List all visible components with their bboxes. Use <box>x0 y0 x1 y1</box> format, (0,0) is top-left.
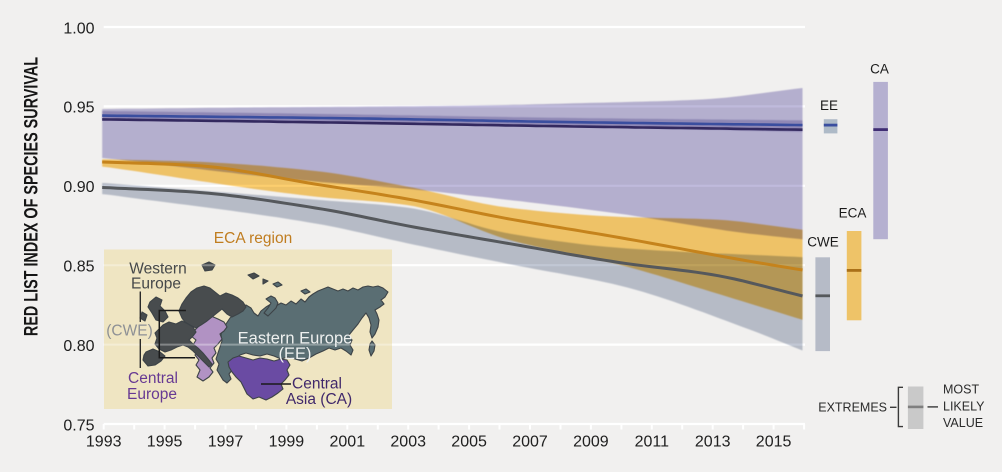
svg-text:0.80: 0.80 <box>63 338 94 355</box>
svg-text:CWE: CWE <box>807 235 839 250</box>
svg-text:1993: 1993 <box>86 434 122 451</box>
svg-text:EXTREMES: EXTREMES <box>818 400 887 414</box>
svg-text:EE: EE <box>820 98 838 113</box>
svg-text:VALUE: VALUE <box>943 416 983 430</box>
svg-text:MOST: MOST <box>943 382 979 396</box>
svg-text:(CWE): (CWE) <box>106 323 153 340</box>
svg-text:2003: 2003 <box>390 434 426 451</box>
svg-text:0.95: 0.95 <box>63 100 94 117</box>
svg-text:0.75: 0.75 <box>63 417 94 434</box>
svg-text:2011: 2011 <box>635 434 670 451</box>
svg-text:2013: 2013 <box>695 434 731 451</box>
svg-text:2005: 2005 <box>451 434 487 451</box>
svg-text:Central: Central <box>128 370 178 387</box>
svg-text:CA: CA <box>870 62 889 77</box>
svg-text:Europe: Europe <box>127 386 177 403</box>
svg-text:1.00: 1.00 <box>63 20 94 37</box>
svg-text:Western: Western <box>129 261 186 278</box>
svg-text:LIKELY: LIKELY <box>943 399 985 413</box>
svg-text:Europe: Europe <box>131 276 181 293</box>
svg-text:ECA region: ECA region <box>214 230 292 247</box>
svg-text:Eastern Europe: Eastern Europe <box>238 330 353 348</box>
svg-text:0.85: 0.85 <box>63 259 94 276</box>
svg-text:(EE): (EE) <box>279 345 312 363</box>
svg-text:1999: 1999 <box>269 434 305 451</box>
svg-text:RED LIST INDEX OF SPECIES SURV: RED LIST INDEX OF SPECIES SURVIVAL <box>19 57 42 336</box>
svg-text:0.90: 0.90 <box>63 179 94 196</box>
svg-text:1995: 1995 <box>147 434 183 451</box>
svg-text:2009: 2009 <box>573 434 609 451</box>
svg-text:ECA: ECA <box>839 206 867 221</box>
svg-text:Central: Central <box>292 376 342 393</box>
svg-text:1997: 1997 <box>208 434 244 451</box>
svg-text:2001: 2001 <box>330 434 366 451</box>
svg-text:Asia (CA): Asia (CA) <box>286 391 352 408</box>
svg-text:2015: 2015 <box>756 434 792 451</box>
svg-text:2007: 2007 <box>512 434 548 451</box>
